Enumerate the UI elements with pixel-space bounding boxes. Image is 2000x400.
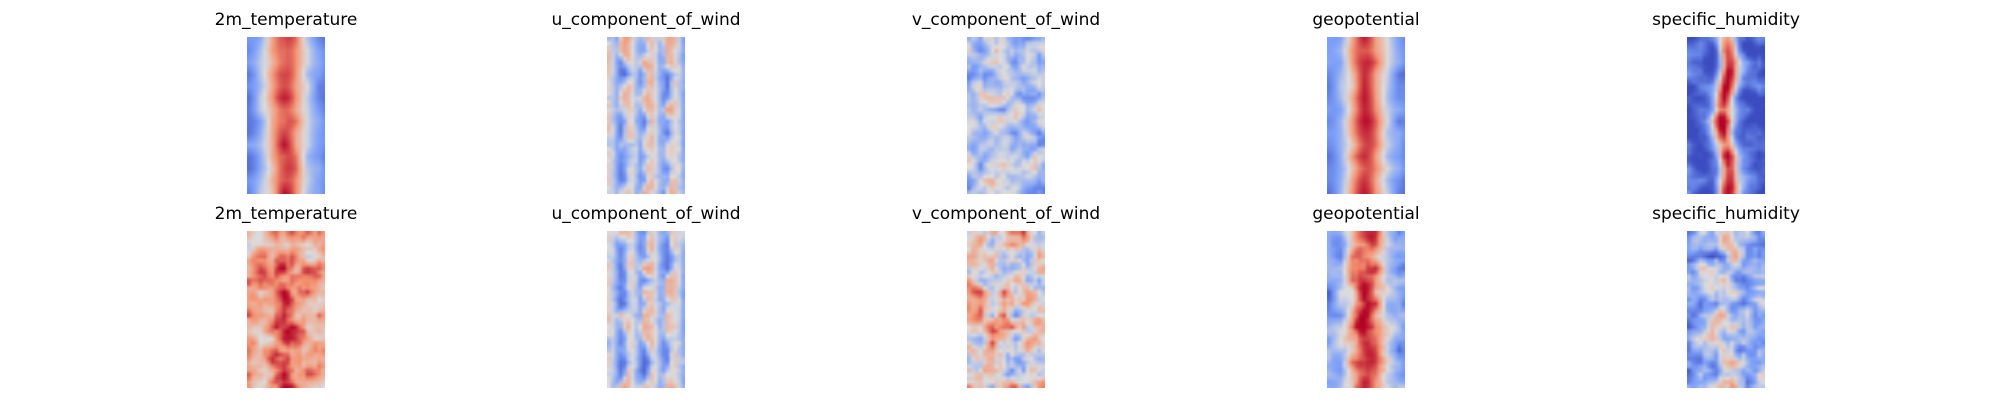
panel-3: v_component_of_wind — [826, 9, 1186, 194]
heatmap-2m-temperature — [247, 231, 325, 388]
panel-6: 2m_temperature — [106, 203, 466, 388]
panel-7: u_component_of_wind — [466, 203, 826, 388]
panel-title: v_component_of_wind — [911, 204, 1101, 224]
panel-title: u_component_of_wind — [551, 10, 741, 30]
panel-title: 2m_temperature — [214, 204, 358, 224]
panel-title: u_component_of_wind — [551, 204, 741, 224]
heatmap-2m-temperature — [247, 37, 325, 194]
panel-1: 2m_temperature — [106, 9, 466, 194]
panel-title: specific_humidity — [1652, 10, 1800, 30]
panel-title: v_component_of_wind — [911, 10, 1101, 30]
panel-4: geopotential — [1186, 9, 1546, 194]
panel-2: u_component_of_wind — [466, 9, 826, 194]
heatmap-v-component-of-wind — [967, 37, 1045, 194]
heatmap-geopotential — [1327, 231, 1405, 388]
heatmap-u-component-of-wind — [607, 231, 685, 388]
heatmap-u-component-of-wind — [607, 37, 685, 194]
heatmap-geopotential — [1327, 37, 1405, 194]
panel-10: specific_humidity — [1546, 203, 1906, 388]
panel-title: geopotential — [1312, 10, 1420, 30]
panel-title: 2m_temperature — [214, 10, 358, 30]
panel-9: geopotential — [1186, 203, 1546, 388]
heatmap-specific-humidity — [1687, 37, 1765, 194]
heatmap-specific-humidity — [1687, 231, 1765, 388]
panel-5: specific_humidity — [1546, 9, 1906, 194]
heatmap-v-component-of-wind — [967, 231, 1045, 388]
panel-title: specific_humidity — [1652, 204, 1800, 224]
panel-title: geopotential — [1312, 204, 1420, 224]
panel-8: v_component_of_wind — [826, 203, 1186, 388]
